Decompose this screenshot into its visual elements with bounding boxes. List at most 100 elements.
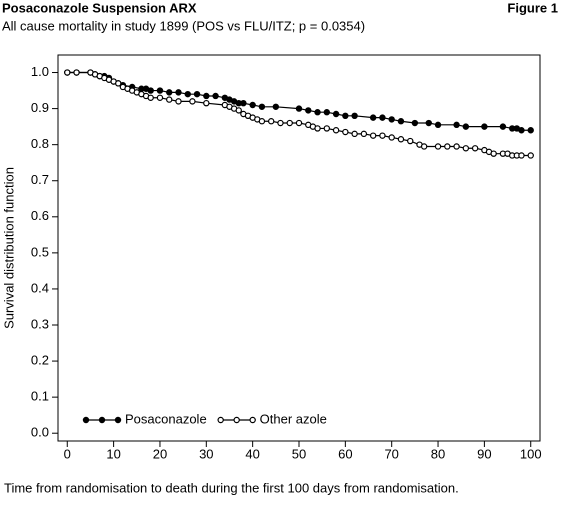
y-tick-label: 0.7 bbox=[31, 172, 49, 187]
x-tick-label: 30 bbox=[199, 446, 213, 461]
x-tick-label: 40 bbox=[245, 446, 259, 461]
marker bbox=[462, 123, 470, 130]
marker bbox=[175, 98, 182, 105]
marker bbox=[444, 143, 451, 150]
marker bbox=[342, 112, 349, 120]
marker bbox=[420, 143, 428, 150]
marker bbox=[156, 94, 164, 101]
marker bbox=[342, 128, 349, 136]
series-line bbox=[67, 71, 531, 157]
marker bbox=[147, 87, 154, 94]
marker bbox=[64, 69, 71, 76]
y-tick-label: 0.0 bbox=[31, 425, 49, 440]
y-tick-label: 0.4 bbox=[31, 280, 49, 295]
marker bbox=[471, 145, 479, 152]
marker bbox=[388, 116, 395, 123]
marker bbox=[272, 103, 280, 110]
y-tick-label: 0.1 bbox=[31, 389, 49, 404]
marker bbox=[351, 112, 358, 120]
chart-title: Posaconazole Suspension ARX bbox=[2, 0, 197, 15]
y-tick-label: 1.0 bbox=[31, 64, 49, 79]
x-tick-label: 60 bbox=[338, 446, 352, 461]
marker bbox=[490, 150, 497, 157]
legend-marker bbox=[98, 416, 106, 424]
marker bbox=[235, 107, 242, 114]
marker bbox=[267, 118, 275, 125]
x-tick-label: 90 bbox=[477, 446, 491, 461]
y-tick-label: 0.9 bbox=[31, 100, 49, 115]
marker bbox=[277, 119, 284, 127]
marker bbox=[332, 127, 340, 134]
legend-marker bbox=[114, 416, 122, 424]
y-tick-label: 0.8 bbox=[31, 136, 49, 151]
marker bbox=[258, 103, 266, 110]
marker bbox=[453, 143, 460, 150]
marker bbox=[295, 105, 303, 112]
marker bbox=[166, 89, 173, 96]
marker bbox=[166, 96, 173, 103]
marker bbox=[323, 125, 331, 132]
y-axis-label: Survival distribution function bbox=[1, 167, 16, 329]
x-axis-label: Time from randomisation to death during … bbox=[4, 480, 459, 495]
marker bbox=[203, 99, 210, 107]
marker bbox=[462, 145, 470, 152]
marker bbox=[360, 130, 368, 138]
marker bbox=[527, 127, 534, 134]
marker bbox=[434, 143, 442, 150]
marker bbox=[73, 69, 80, 76]
legend-marker bbox=[82, 416, 90, 424]
marker bbox=[518, 152, 525, 159]
marker bbox=[212, 92, 219, 100]
marker bbox=[295, 119, 303, 127]
plot-frame bbox=[57, 54, 541, 442]
marker bbox=[115, 80, 122, 87]
legend-marker bbox=[233, 416, 240, 424]
marker bbox=[193, 90, 201, 98]
marker bbox=[323, 109, 331, 116]
marker bbox=[397, 136, 405, 143]
marker bbox=[258, 118, 266, 125]
marker bbox=[249, 101, 256, 109]
marker bbox=[453, 121, 460, 129]
marker bbox=[499, 123, 507, 130]
y-tick-label: 0.3 bbox=[31, 316, 49, 331]
marker bbox=[189, 98, 196, 105]
marker bbox=[527, 152, 534, 159]
legend-label: Posaconazole bbox=[125, 411, 207, 426]
marker bbox=[518, 127, 525, 134]
marker bbox=[369, 114, 377, 121]
x-tick-label: 50 bbox=[292, 446, 306, 461]
marker bbox=[369, 132, 377, 139]
marker bbox=[351, 130, 358, 138]
figure-label: Figure 1 bbox=[507, 0, 558, 15]
marker bbox=[314, 109, 321, 116]
marker bbox=[203, 92, 210, 100]
x-tick-label: 10 bbox=[106, 446, 120, 461]
marker bbox=[286, 119, 293, 127]
marker bbox=[332, 110, 340, 118]
marker bbox=[425, 119, 432, 127]
marker bbox=[388, 134, 395, 141]
legend-marker bbox=[217, 416, 224, 424]
marker bbox=[305, 107, 312, 114]
x-tick-label: 20 bbox=[153, 446, 167, 461]
x-tick-label: 80 bbox=[431, 446, 445, 461]
marker bbox=[481, 123, 488, 130]
marker bbox=[379, 132, 386, 139]
chart-subtitle: All cause mortality in study 1899 (POS v… bbox=[2, 18, 365, 33]
y-tick-label: 0.5 bbox=[31, 244, 49, 259]
marker bbox=[397, 118, 405, 125]
marker bbox=[379, 114, 386, 121]
y-tick-label: 0.2 bbox=[31, 353, 49, 368]
marker bbox=[184, 90, 191, 98]
legend-label: Other azole bbox=[260, 411, 327, 426]
marker bbox=[411, 119, 419, 127]
marker bbox=[314, 125, 321, 132]
x-tick-label: 100 bbox=[520, 446, 542, 461]
legend-marker bbox=[249, 416, 256, 424]
x-tick-label: 0 bbox=[64, 446, 71, 461]
marker bbox=[240, 99, 247, 107]
marker bbox=[175, 89, 182, 96]
